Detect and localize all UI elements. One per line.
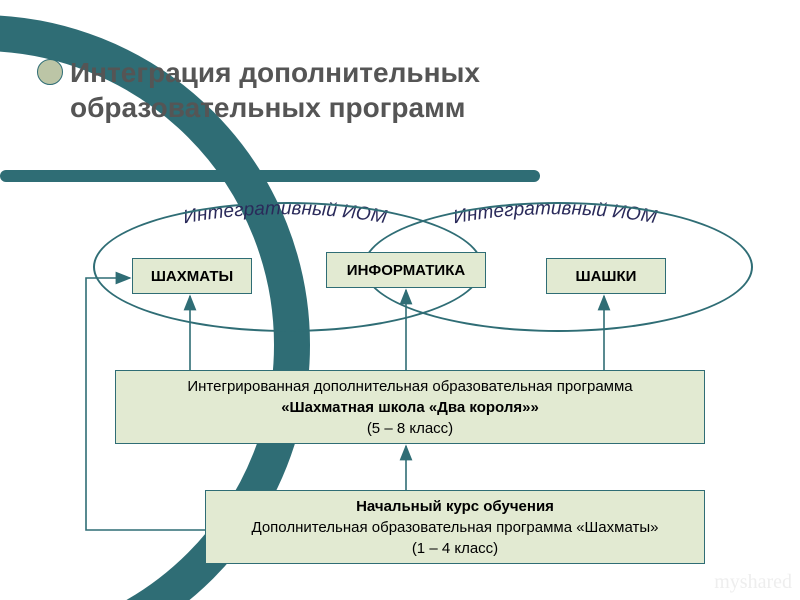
title-line-2: образовательных программ — [70, 90, 480, 125]
box-checkers: ШАШКИ — [546, 258, 666, 294]
box-inf: ИНФОРМАТИКА — [326, 252, 486, 288]
title-line-1: Интеграция дополнительных — [70, 55, 480, 90]
watermark: myshared — [714, 571, 792, 594]
title-bullet — [37, 59, 63, 85]
box-program: Интегрированная дополнительная образоват… — [115, 370, 705, 444]
title-separator — [0, 170, 540, 182]
slide-title: Интеграция дополнительных образовательны… — [70, 55, 480, 125]
box-intro: Начальный курс обученияДополнительная об… — [205, 490, 705, 564]
box-chess: ШАХМАТЫ — [132, 258, 252, 294]
